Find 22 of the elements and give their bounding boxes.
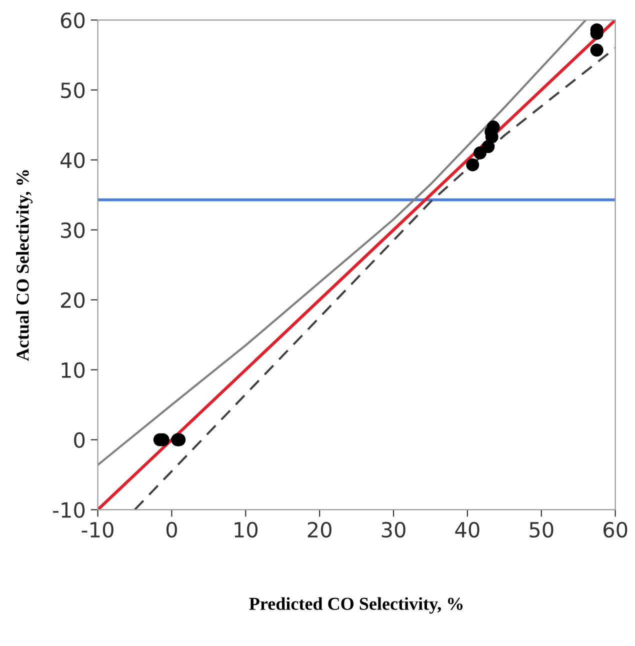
y-axis-title: Actual CO Selectivity, % bbox=[16, 170, 33, 361]
x-tick-label: 0 bbox=[166, 522, 177, 538]
y-tick-label: 10 bbox=[62, 362, 85, 378]
x-tick-label: 30 bbox=[382, 522, 406, 538]
y-tick-label: 0 bbox=[74, 432, 85, 448]
x-tick-label: 20 bbox=[308, 522, 332, 538]
y-tick-label: 30 bbox=[61, 222, 85, 238]
x-tick-label: 50 bbox=[530, 522, 554, 538]
y-tick-label: 20 bbox=[61, 292, 85, 308]
x-tick-label: -10 bbox=[82, 522, 114, 538]
y-tick-label: -10 bbox=[52, 502, 85, 518]
point bbox=[590, 44, 604, 57]
x-axis-title: Predicted CO Selectivity, % bbox=[249, 597, 463, 614]
point bbox=[466, 158, 480, 172]
y-tick-label: 50 bbox=[61, 82, 85, 98]
x-tick-label: 60 bbox=[604, 522, 628, 538]
x-tick-label: 10 bbox=[234, 522, 258, 538]
x-tick-label: 40 bbox=[455, 522, 480, 538]
point bbox=[474, 146, 487, 160]
point bbox=[482, 140, 495, 154]
y-tick-label: 60 bbox=[60, 12, 85, 28]
y-tick-label: 40 bbox=[60, 152, 85, 168]
